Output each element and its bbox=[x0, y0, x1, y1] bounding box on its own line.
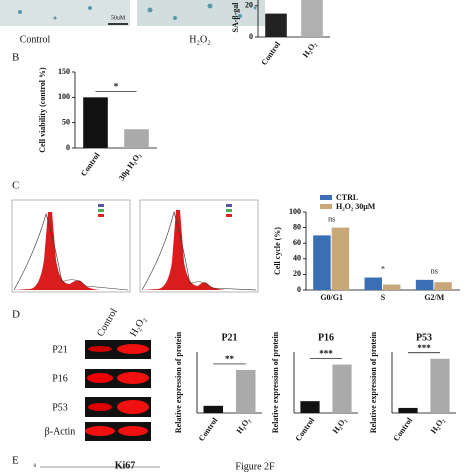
blot-column-label: Control bbox=[95, 306, 120, 338]
blot-column-label: H₂O₂ bbox=[128, 315, 148, 339]
panel-label: C bbox=[12, 180, 19, 192]
significance: * bbox=[114, 81, 119, 91]
x-tick-label: Control bbox=[294, 415, 317, 443]
scale-label: 50uM bbox=[111, 15, 126, 21]
y-axis-label: Relative expression of protein bbox=[174, 331, 183, 433]
x-tick-label: H₂O₂ bbox=[429, 416, 447, 436]
y-axis-label: Relative expression of protein bbox=[369, 331, 378, 433]
x-tick-label: Control bbox=[260, 39, 283, 67]
y-tick-label: 60 bbox=[293, 238, 301, 247]
bar bbox=[430, 358, 450, 413]
x-tick-label: Control bbox=[197, 415, 220, 443]
significance: ** bbox=[225, 354, 235, 364]
y-tick-label: 20 bbox=[293, 269, 301, 278]
y-tick-label: 0 bbox=[249, 32, 253, 41]
y-axis-label: Relative expression of protein bbox=[271, 331, 280, 433]
x-tick-label: H₂O₂ bbox=[301, 40, 319, 60]
y-tick-label: 100 bbox=[289, 207, 301, 216]
stained-cells bbox=[18, 3, 257, 20]
legend-swatch bbox=[320, 195, 332, 200]
y-tick-label: 0 bbox=[66, 143, 70, 152]
bar bbox=[236, 369, 256, 413]
y-tick-label: 150 bbox=[58, 67, 70, 76]
flow-histogram bbox=[11, 199, 259, 293]
y-tick-label: 0 bbox=[297, 285, 301, 294]
bar bbox=[313, 235, 331, 290]
y-axis-label: Cell cycle (%) bbox=[273, 227, 282, 275]
bar bbox=[332, 364, 352, 413]
panel-label: E bbox=[12, 455, 19, 467]
chart-title: P21 bbox=[221, 332, 237, 343]
y-tick-label: 40 bbox=[293, 254, 301, 263]
panel-label: B bbox=[12, 52, 19, 64]
legend-swatch bbox=[320, 204, 332, 209]
blot-row-label: P16 bbox=[52, 373, 68, 384]
significance: ns bbox=[328, 214, 335, 223]
image-label: H₂O₂ bbox=[189, 34, 210, 45]
y-axis-label: SA-β-gal bbox=[231, 2, 240, 33]
bar bbox=[383, 284, 401, 290]
bar bbox=[203, 405, 223, 413]
x-tick-label: Control bbox=[392, 415, 415, 443]
blot-row-label: P53 bbox=[52, 402, 68, 413]
significance: *** bbox=[417, 343, 431, 353]
x-tick-label: H₂O₂ bbox=[331, 416, 349, 436]
y-tick-label: 100 bbox=[58, 92, 70, 101]
x-tick-label: Control bbox=[79, 150, 102, 178]
y-tick-label: 80 bbox=[293, 222, 301, 231]
y-tick-label: 50 bbox=[62, 117, 70, 126]
significance: *** bbox=[319, 349, 333, 359]
legend-label: CTRL bbox=[336, 193, 358, 202]
panel-label: D bbox=[12, 309, 20, 321]
western-blot bbox=[85, 340, 151, 441]
x-tick-label: H₂O₂ bbox=[235, 416, 253, 436]
y-tick-label: 20 bbox=[245, 1, 253, 10]
bar bbox=[300, 401, 320, 413]
x-tick-label: G2/M bbox=[424, 293, 444, 302]
x-tick-label: S bbox=[381, 293, 386, 302]
chart-title: P16 bbox=[318, 332, 334, 343]
y-axis-label: Cell viability (control %) bbox=[38, 67, 47, 153]
significance: * bbox=[381, 264, 385, 273]
chart-title: P53 bbox=[416, 332, 432, 343]
subplot-title: Ki67 bbox=[115, 460, 136, 471]
x-tick-label: 30μ H₂O₂ bbox=[117, 151, 143, 183]
blot-row-label: P21 bbox=[52, 344, 68, 355]
bar bbox=[364, 277, 382, 290]
x-tick-label: G0/G1 bbox=[320, 293, 343, 302]
image-label: Control bbox=[20, 34, 51, 45]
bar bbox=[301, 0, 323, 37]
axis-label: 8 bbox=[34, 464, 37, 469]
bar bbox=[331, 227, 350, 290]
bar bbox=[398, 407, 418, 413]
caption: Figure 2F bbox=[235, 461, 275, 472]
bar bbox=[434, 282, 452, 290]
bar bbox=[124, 129, 149, 148]
significance: ns bbox=[431, 267, 438, 276]
bar bbox=[415, 279, 434, 290]
legend-label: H₂O₂ 30μM bbox=[336, 202, 376, 211]
micrograph bbox=[137, 0, 265, 26]
bar bbox=[265, 13, 287, 37]
bar bbox=[83, 97, 108, 148]
blot-row-label: β-Actin bbox=[45, 426, 76, 437]
